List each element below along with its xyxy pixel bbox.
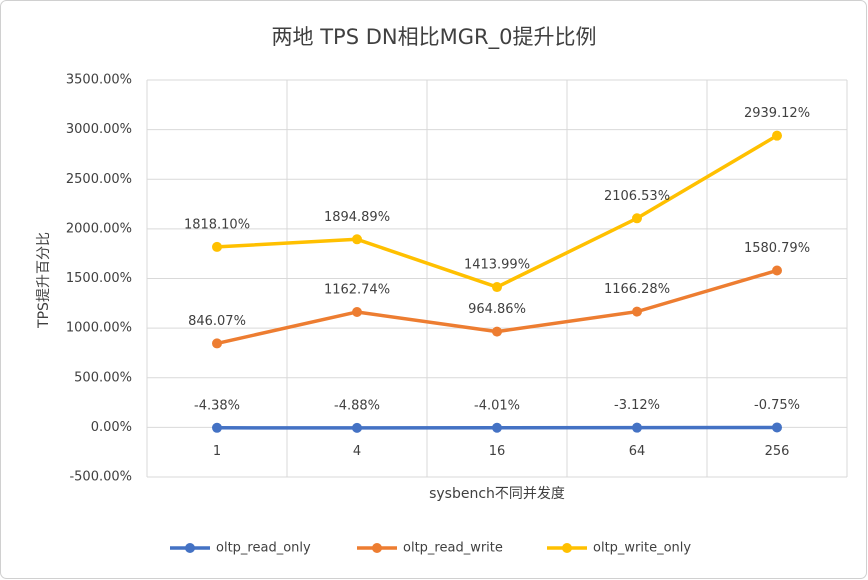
data-label: 846.07% (188, 314, 246, 329)
chart-title: 两地 TPS DN相比MGR_0提升比例 (272, 25, 597, 50)
y-tick-label: 2000.00% (66, 221, 132, 236)
legend-label: oltp_read_write (403, 541, 503, 556)
data-point (212, 241, 222, 252)
data-point (772, 422, 782, 433)
data-point (632, 422, 642, 433)
data-point (772, 265, 782, 276)
data-point (492, 282, 502, 293)
data-label: 2106.53% (604, 189, 670, 204)
data-label: 1413.99% (464, 258, 530, 273)
data-label: 1162.74% (324, 282, 390, 297)
data-point (212, 422, 222, 433)
data-label: -4.88% (334, 398, 380, 413)
x-axis-title: sysbench不同并发度 (429, 486, 565, 502)
y-tick-label: 2500.00% (66, 172, 132, 187)
data-point (632, 213, 642, 224)
legend-swatch-marker (185, 543, 195, 553)
data-label: -4.01% (474, 398, 520, 413)
data-label: 1894.89% (324, 210, 390, 225)
data-label: -4.38% (194, 398, 240, 413)
legend-label: oltp_write_only (593, 541, 691, 556)
y-tick-label: 500.00% (74, 370, 132, 385)
x-tick-label: 16 (489, 444, 506, 459)
data-point (492, 326, 502, 337)
data-label: -0.75% (754, 398, 800, 413)
y-tick-label: -500.00% (69, 470, 132, 485)
y-tick-label: 1500.00% (66, 271, 132, 286)
data-label: -3.12% (614, 398, 660, 413)
data-label: 1166.28% (604, 282, 670, 297)
x-tick-label: 64 (629, 444, 646, 459)
x-tick-label: 1 (213, 444, 221, 459)
data-label: 1580.79% (744, 241, 810, 256)
legend-swatch-marker (562, 543, 572, 553)
y-tick-label: 3000.00% (66, 122, 132, 137)
data-label: 1818.10% (184, 217, 250, 232)
data-point (352, 306, 362, 317)
data-point (212, 338, 222, 349)
data-label: 2939.12% (744, 106, 810, 121)
data-point (632, 306, 642, 317)
data-point (772, 130, 782, 141)
y-tick-label: 0.00% (91, 420, 132, 435)
data-point (352, 422, 362, 433)
data-point (492, 422, 502, 433)
data-point (352, 234, 362, 245)
y-tick-label: 3500.00% (66, 73, 132, 88)
x-tick-label: 4 (353, 444, 361, 459)
x-tick-label: 256 (765, 444, 790, 459)
y-axis-title: TPS提升百分比 (36, 232, 52, 329)
data-label: 964.86% (468, 302, 526, 317)
y-tick-label: 1000.00% (66, 321, 132, 336)
legend-swatch-marker (372, 543, 382, 553)
legend-label: oltp_read_only (216, 541, 311, 556)
